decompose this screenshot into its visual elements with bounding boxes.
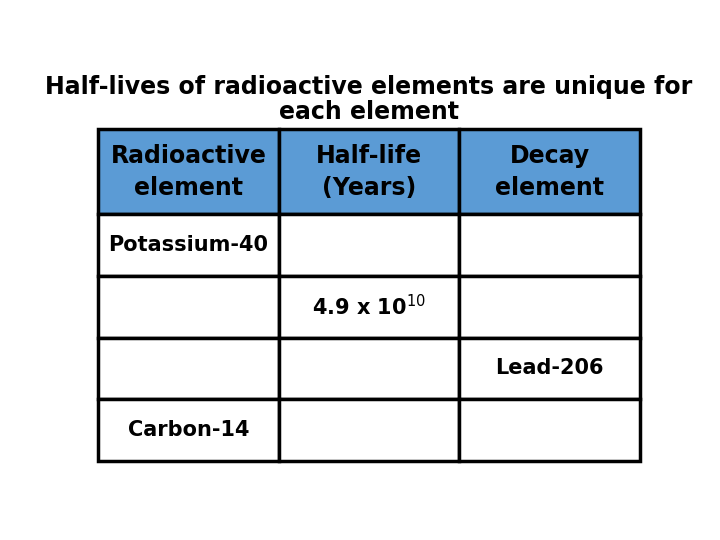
Bar: [99, 276, 279, 338]
Text: Half-lives of radioactive elements are unique for: Half-lives of radioactive elements are u…: [45, 75, 693, 99]
Bar: [459, 399, 639, 461]
Bar: [279, 214, 459, 276]
Bar: [279, 399, 459, 461]
Bar: [459, 276, 639, 338]
Bar: [99, 399, 279, 461]
Text: Radioactive
element: Radioactive element: [111, 144, 266, 200]
Bar: [99, 338, 279, 399]
Bar: [279, 129, 459, 214]
Text: Potassium-40: Potassium-40: [109, 235, 269, 255]
Text: Lead-206: Lead-206: [495, 359, 604, 379]
Bar: [99, 129, 279, 214]
Bar: [279, 276, 459, 338]
Bar: [459, 338, 639, 399]
Text: Carbon-14: Carbon-14: [127, 420, 249, 440]
Text: 4.9 x 10$^{10}$: 4.9 x 10$^{10}$: [312, 294, 426, 319]
Bar: [459, 214, 639, 276]
Text: Decay
element: Decay element: [495, 144, 604, 200]
Bar: [459, 129, 639, 214]
Text: Half-life
(Years): Half-life (Years): [316, 144, 422, 200]
Bar: [99, 214, 279, 276]
Bar: [279, 338, 459, 399]
Text: each element: each element: [279, 100, 459, 124]
